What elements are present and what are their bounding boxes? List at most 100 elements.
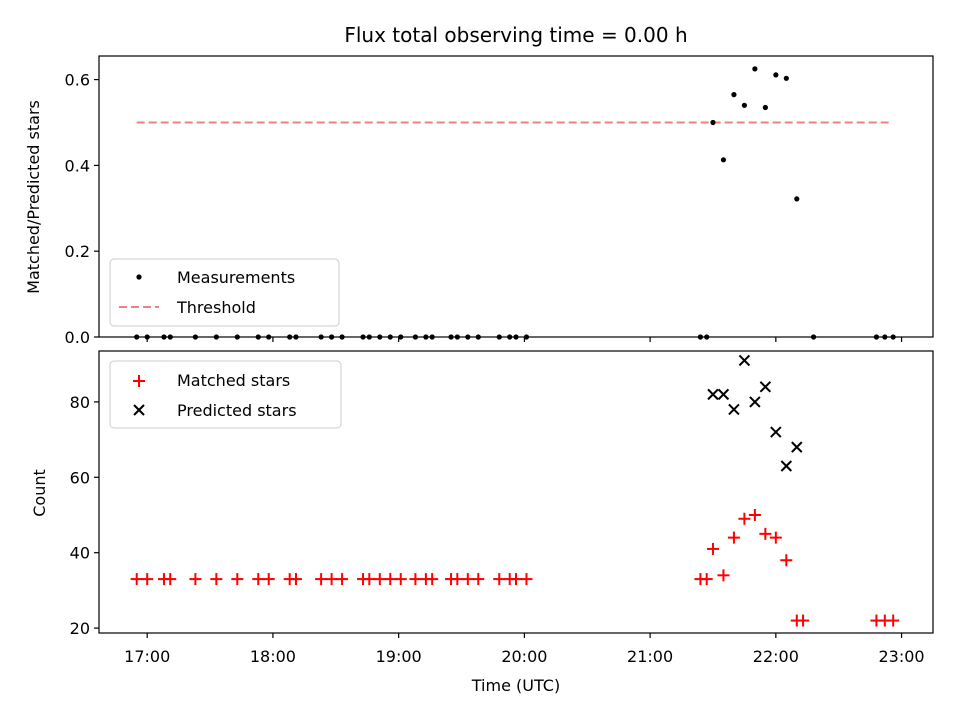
- bottom-x-tick-label: 22:00: [753, 647, 799, 666]
- x-axis-label: Time (UTC): [471, 676, 560, 695]
- matched-star-point: [315, 573, 328, 586]
- bottom-y-tick-label: 80: [70, 393, 90, 412]
- chart-title: Flux total observing time = 0.00 h: [344, 23, 687, 47]
- top-panel: 0.0 0.2 0.4 0.6 Matched/Predicted stars Mea…: [24, 55, 934, 347]
- matched-star-point: [210, 573, 223, 586]
- legend-predicted-marker: [133, 404, 145, 416]
- bottom-marks: [130, 354, 900, 627]
- measurement-point: [192, 334, 198, 340]
- matched-star-point: [797, 614, 810, 627]
- matched-star-point: [336, 573, 349, 586]
- matched-star-point: [451, 573, 464, 586]
- measurement-point: [448, 334, 454, 340]
- top-y-axis-label: Matched/Predicted stars: [24, 100, 43, 294]
- measurement-point: [412, 334, 419, 340]
- matched-star-point: [748, 508, 761, 521]
- bottom-x-tick-label: 20:00: [501, 647, 547, 666]
- measurement-point: [507, 334, 513, 340]
- bottom-y-tick-label: 60: [70, 468, 90, 487]
- matched-star-point: [738, 512, 751, 525]
- measurement-point: [213, 334, 219, 340]
- measurement-point: [752, 66, 758, 72]
- measurement-point: [366, 334, 372, 340]
- top-y-tick-label: 0.0: [65, 328, 90, 347]
- measurement-point: [741, 102, 748, 108]
- top-legend: Measurements Threshold: [109, 258, 340, 327]
- predicted-star-point: [707, 388, 719, 401]
- measurement-point: [360, 334, 366, 340]
- matched-star-point: [700, 573, 713, 586]
- bottom-x-tick-label: 21:00: [627, 647, 673, 666]
- matched-star-point: [325, 573, 338, 586]
- bottom-y-tick-label: 20: [70, 619, 90, 638]
- top-marks: [134, 66, 896, 340]
- measurement-point: [882, 334, 888, 340]
- bottom-x-tick-label: 23:00: [879, 647, 925, 666]
- bottom-x-tick-label: 17:00: [124, 647, 170, 666]
- measurement-point: [720, 157, 727, 163]
- legend-threshold-label: Threshold: [176, 298, 256, 317]
- measurement-point: [134, 334, 140, 340]
- measurement-point: [423, 334, 429, 340]
- predicted-star-point: [780, 460, 793, 472]
- matched-star-point: [717, 569, 730, 582]
- bottom-y-ticks: 20 40 60 80: [70, 393, 99, 638]
- measurement-point: [429, 334, 435, 340]
- matched-star-point: [363, 573, 376, 586]
- measurement-point: [783, 75, 789, 81]
- matched-star-point: [461, 573, 474, 586]
- measurement-point: [377, 334, 383, 340]
- matched-star-point: [472, 573, 485, 586]
- bottom-axes-frame: [98, 350, 934, 634]
- predicted-star-point: [728, 403, 740, 416]
- measurement-point: [328, 334, 335, 340]
- measurement-point: [161, 334, 167, 340]
- legend-matched-marker: [133, 375, 145, 387]
- matched-star-point: [141, 573, 154, 586]
- top-y-tick-label: 0.2: [65, 242, 90, 261]
- measurement-point: [234, 334, 240, 340]
- matched-star-point: [394, 573, 407, 586]
- measurement-point: [704, 334, 710, 340]
- measurement-point: [475, 334, 481, 340]
- matched-star-point: [262, 573, 275, 586]
- matched-star-point: [727, 531, 740, 544]
- measurement-point: [398, 334, 404, 340]
- measurement-point: [339, 334, 345, 340]
- predicted-star-point: [749, 396, 761, 408]
- measurement-point: [697, 334, 704, 340]
- measurement-point: [810, 334, 817, 340]
- predicted-star-point: [770, 426, 782, 438]
- measurement-point: [873, 334, 880, 340]
- legend-measurements-marker: [136, 274, 142, 280]
- matched-star-point: [706, 542, 719, 555]
- matched-star-point: [189, 573, 202, 586]
- measurement-point: [454, 334, 460, 340]
- matched-star-point: [384, 573, 397, 586]
- measurement-point: [287, 334, 293, 340]
- bottom-panel: 20 40 60 80 17:00 18:00 19:00 20:00 21:00 22:00 2…: [30, 350, 934, 695]
- measurement-point: [513, 334, 519, 340]
- matched-star-point: [164, 573, 177, 586]
- matched-star-point: [373, 573, 386, 586]
- legend-measurements-label: Measurements: [177, 268, 295, 287]
- top-y-ticks: 0.0 0.2 0.4 0.6: [65, 71, 99, 347]
- measurement-point: [890, 334, 896, 340]
- matched-star-point: [409, 573, 422, 586]
- bottom-x-tick-label: 18:00: [250, 647, 296, 666]
- measurement-point: [731, 92, 737, 98]
- predicted-star-point: [759, 381, 772, 393]
- matched-star-point: [130, 573, 143, 586]
- matched-star-point: [510, 573, 522, 586]
- measurement-point: [465, 334, 471, 340]
- measurement-point: [167, 334, 173, 340]
- measurement-point: [773, 72, 779, 78]
- measurement-point: [255, 334, 261, 340]
- measurement-point: [318, 334, 324, 340]
- measurement-point: [523, 334, 530, 340]
- top-y-tick-label: 0.6: [65, 71, 90, 90]
- measurement-point: [144, 334, 150, 340]
- measurement-point: [762, 104, 768, 111]
